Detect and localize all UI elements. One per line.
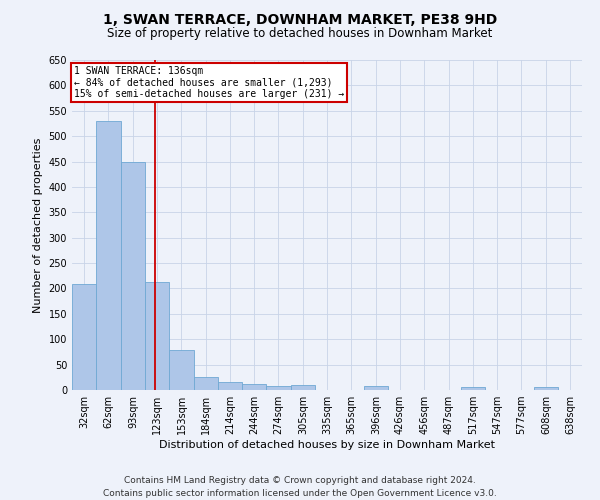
Bar: [534, 387, 558, 390]
Bar: [72, 284, 96, 390]
Text: 1 SWAN TERRACE: 136sqm
← 84% of detached houses are smaller (1,293)
15% of semi-: 1 SWAN TERRACE: 136sqm ← 84% of detached…: [74, 66, 344, 100]
Bar: [145, 282, 169, 390]
Bar: [291, 386, 315, 390]
Bar: [461, 387, 485, 390]
Bar: [266, 386, 291, 390]
Bar: [364, 386, 388, 390]
Text: Size of property relative to detached houses in Downham Market: Size of property relative to detached ho…: [107, 28, 493, 40]
Bar: [121, 162, 145, 390]
Y-axis label: Number of detached properties: Number of detached properties: [33, 138, 43, 312]
X-axis label: Distribution of detached houses by size in Downham Market: Distribution of detached houses by size …: [159, 440, 495, 450]
Bar: [218, 382, 242, 390]
Bar: [96, 121, 121, 390]
Bar: [194, 377, 218, 390]
Text: 1, SWAN TERRACE, DOWNHAM MARKET, PE38 9HD: 1, SWAN TERRACE, DOWNHAM MARKET, PE38 9H…: [103, 12, 497, 26]
Text: Contains HM Land Registry data © Crown copyright and database right 2024.
Contai: Contains HM Land Registry data © Crown c…: [103, 476, 497, 498]
Bar: [169, 350, 194, 390]
Bar: [242, 384, 266, 390]
